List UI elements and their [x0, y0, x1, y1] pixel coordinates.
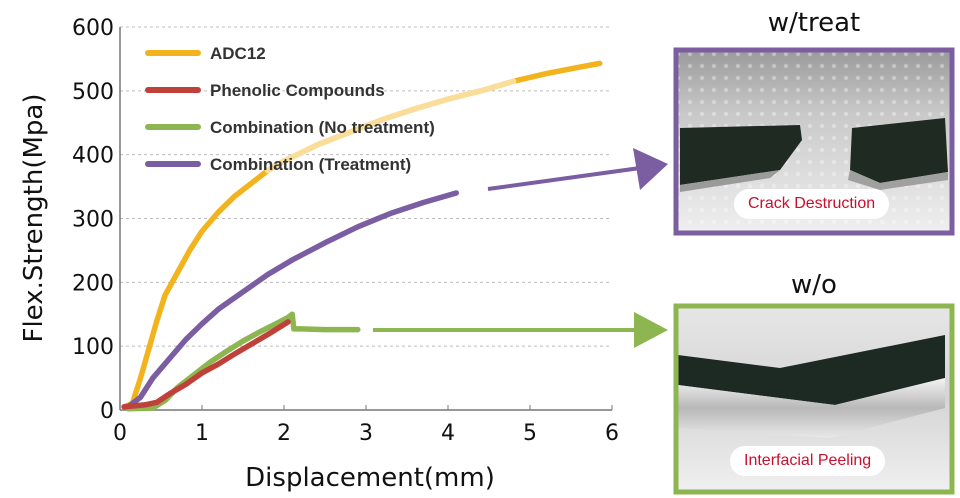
data-point: [233, 194, 236, 198]
axes: [119, 27, 613, 411]
data-point: [274, 322, 277, 326]
treat-photo-border: [673, 47, 955, 236]
series-line-combination-no-treatment: [125, 311, 361, 412]
data-point: [258, 330, 261, 334]
untreated-photo-border: [673, 303, 955, 495]
data-point: [217, 307, 220, 311]
data-point: [200, 371, 204, 375]
data-point: [200, 322, 204, 326]
specimen-metal-layer: [678, 378, 945, 438]
data-point: [168, 357, 171, 361]
data-point: [291, 313, 294, 316]
data-point: [266, 273, 269, 276]
x-tick-label: 5: [523, 421, 537, 446]
y-tick-label: 0: [100, 399, 114, 424]
adc12-highlight: [264, 78, 517, 174]
data-point: [188, 249, 191, 252]
data-point: [545, 72, 548, 75]
tick-labels: 0 100 200 300 400 500 600 0 1 2 3 4 5 6: [72, 16, 619, 446]
x-tick-label: 3: [359, 421, 373, 446]
data-point: [422, 201, 425, 204]
y-axis-title: Flex.Strength(Mpa): [19, 94, 49, 343]
data-point: [122, 405, 126, 409]
data-point: [286, 316, 290, 319]
data-point: [323, 328, 327, 331]
data-point: [292, 327, 296, 331]
data-point: [241, 290, 245, 294]
data-point: [139, 396, 142, 399]
data-point: [184, 338, 187, 341]
legend-label: Combination (No treatment): [210, 118, 435, 137]
data-point: [163, 293, 167, 297]
specimen-left-edge: [680, 170, 780, 192]
data-point: [598, 62, 601, 65]
data-point: [266, 333, 269, 336]
y-tick-label: 400: [72, 144, 114, 169]
data-point: [278, 325, 282, 329]
data-point: [176, 271, 179, 274]
y-tick-label: 600: [72, 16, 114, 41]
y-tick-label: 500: [72, 80, 114, 105]
data-point: [356, 328, 359, 331]
untreated-panel-title: w/o: [791, 270, 837, 300]
data-point: [200, 230, 204, 233]
specimen-right-edge: [848, 170, 948, 190]
data-point: [143, 403, 146, 407]
data-point: [168, 392, 171, 396]
data-point: [147, 348, 150, 351]
data-point: [151, 376, 154, 380]
data-point: [356, 225, 359, 228]
data-point: [323, 241, 327, 244]
data-point: [286, 320, 290, 324]
x-tick-label: 1: [195, 421, 209, 446]
green-arrow: [373, 312, 668, 348]
data-point: [389, 212, 392, 215]
legend-label: Phenolic Compounds: [210, 81, 385, 100]
data-point: [155, 401, 159, 404]
data-point: [233, 352, 236, 356]
data-point: [250, 182, 253, 185]
treat-panel-title: w/treat: [767, 8, 861, 38]
y-tick-label: 300: [72, 208, 114, 233]
specimen-right: [850, 118, 948, 183]
data-point: [139, 376, 142, 380]
x-axis-title: Displacement(mm): [245, 463, 495, 493]
series-line-adc12: [121, 60, 603, 410]
data-point: [209, 360, 212, 364]
data-point: [455, 191, 458, 195]
data-point: [299, 327, 302, 331]
data-point: [217, 210, 220, 214]
gridlines: [120, 26, 612, 347]
series-line-phenolic-compounds: [121, 319, 291, 410]
data-point: [578, 66, 581, 69]
legend-label: ADC12: [210, 44, 266, 63]
interfacial-peeling-label: Interfacial Peeling: [730, 446, 886, 476]
x-tick-label: 6: [605, 421, 619, 446]
data-point: [155, 319, 159, 322]
specimen-dark-layer: [678, 335, 945, 405]
data-point: [241, 339, 245, 343]
y-tick-label: 100: [72, 335, 114, 360]
series-lines: [121, 60, 603, 412]
data-point: [225, 350, 228, 353]
crack-destruction-label: Crack Destruction: [734, 189, 890, 219]
specimen-left: [680, 125, 802, 185]
legend-label: Combination (Treatment): [210, 155, 411, 174]
series-line-combination-treatment: [125, 190, 459, 410]
data-point: [250, 343, 253, 346]
x-tick-label: 0: [113, 421, 127, 446]
data-point: [291, 258, 294, 262]
data-point: [151, 406, 154, 410]
x-tick-label: 2: [277, 421, 291, 446]
purple-arrow: [487, 148, 668, 191]
y-tick-label: 200: [72, 271, 114, 296]
data-point: [184, 383, 187, 386]
data-point: [217, 362, 220, 366]
legend: ADC12 Phenolic Compounds Combination (No t…: [145, 44, 435, 174]
x-tick-label: 4: [441, 421, 455, 446]
